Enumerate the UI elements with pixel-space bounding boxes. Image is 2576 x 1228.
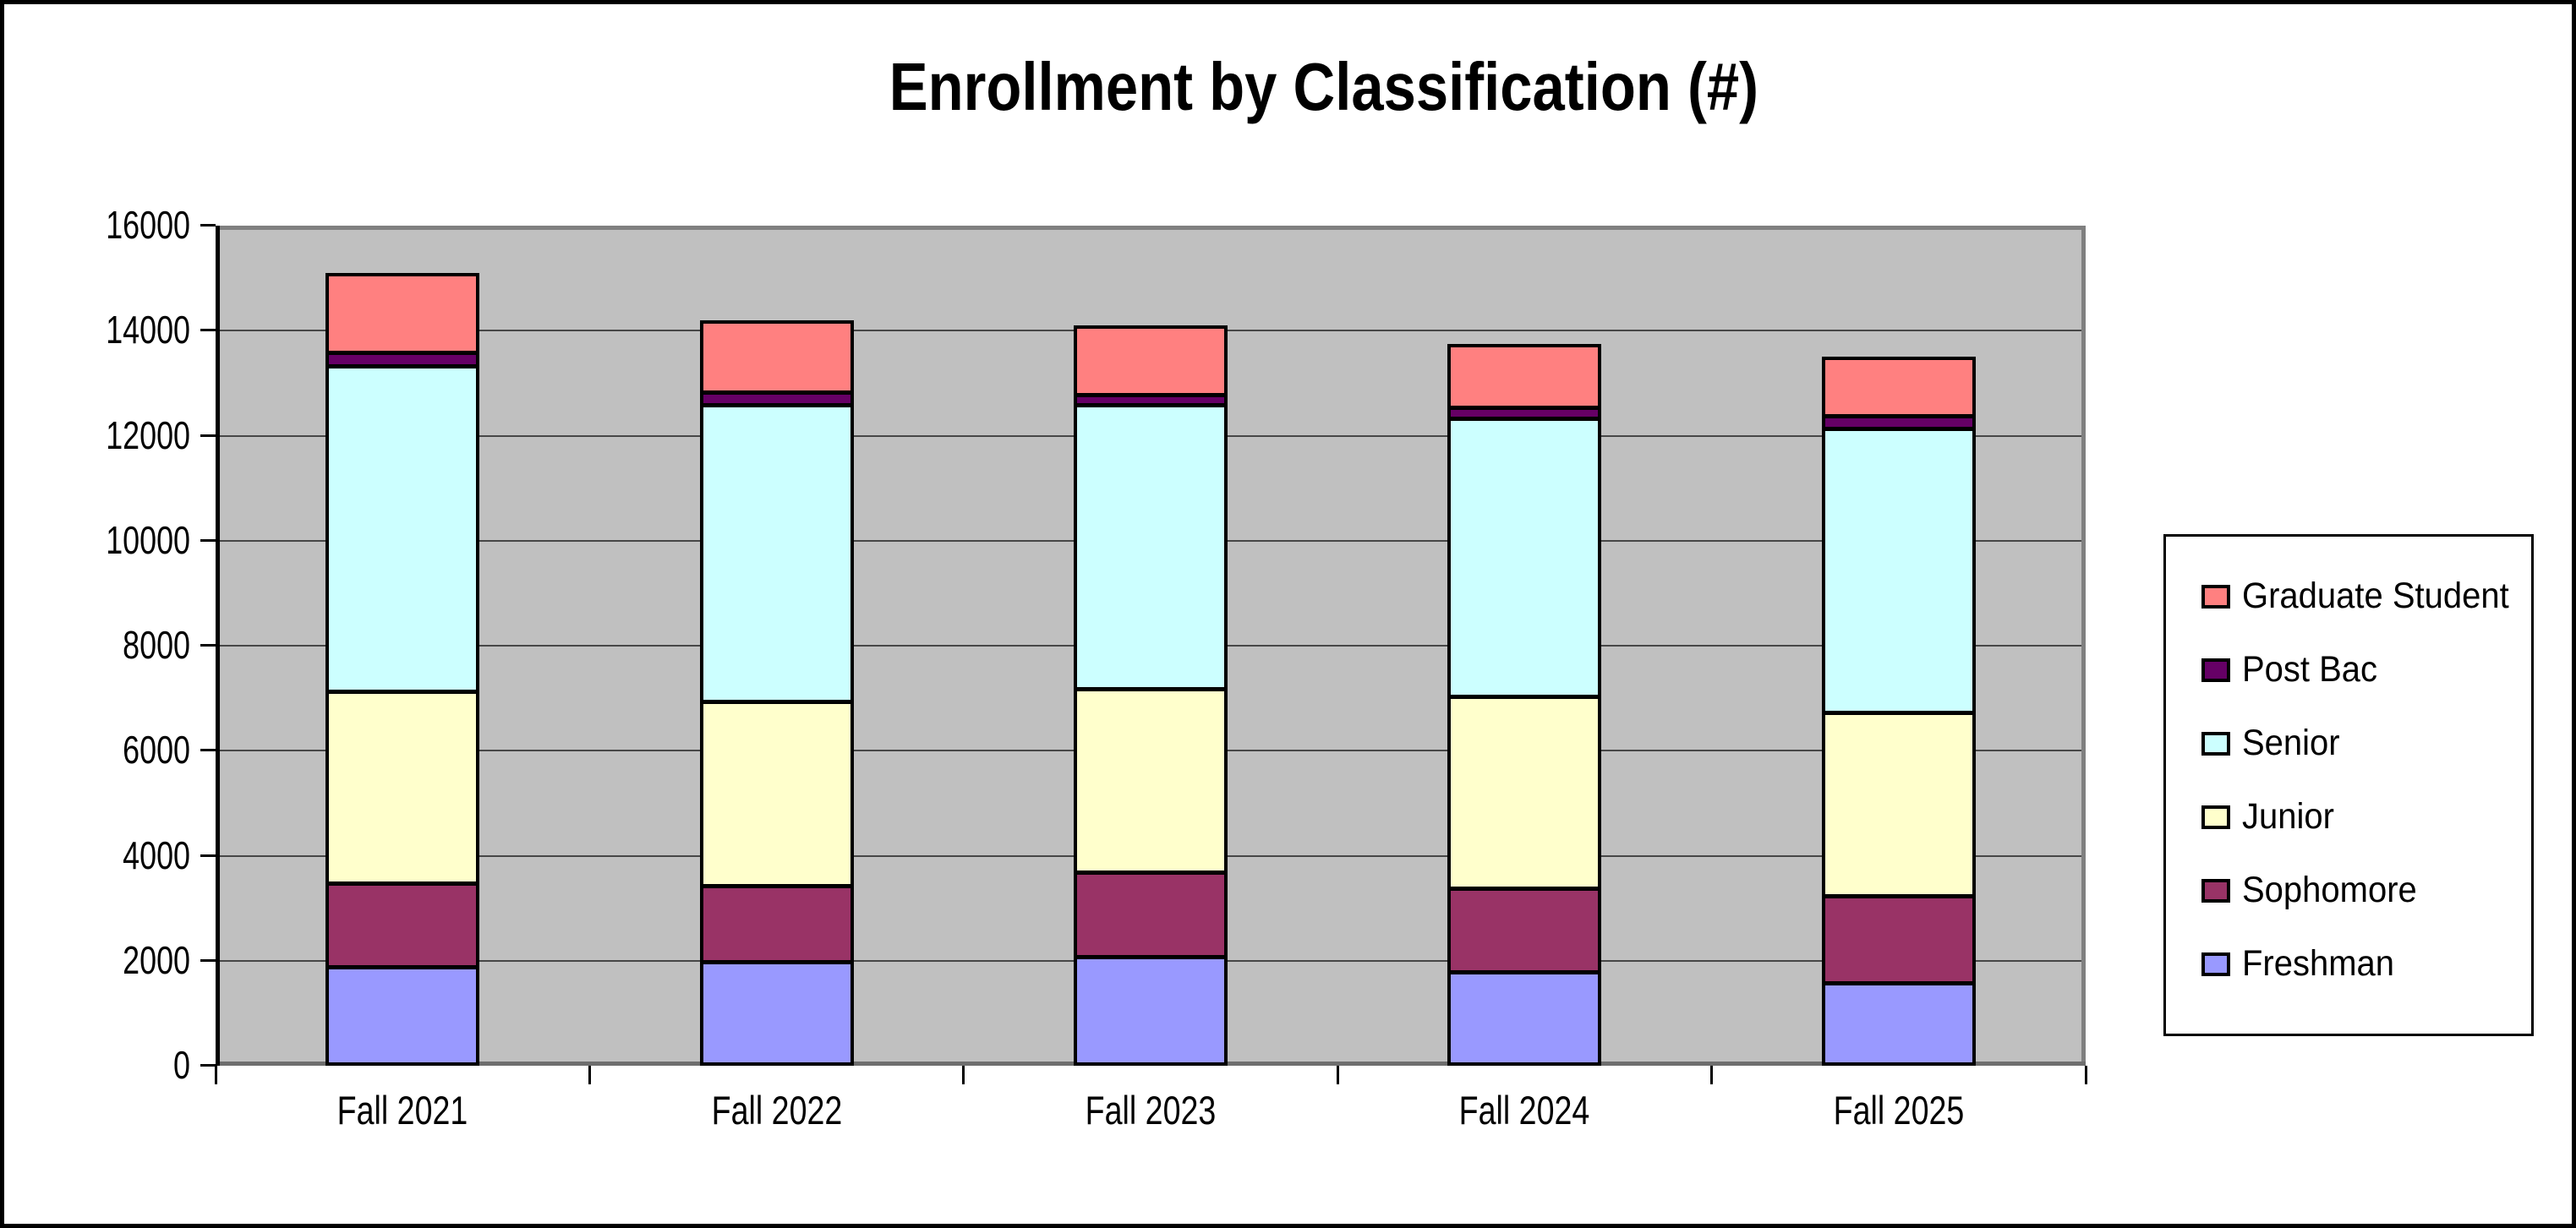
bar-segment-fall-2022-graduate-student[interactable] bbox=[699, 319, 854, 394]
y-axis-tick bbox=[200, 854, 216, 857]
bar-segment-fall-2023-senior[interactable] bbox=[1074, 404, 1228, 690]
legend-swatch-senior bbox=[2201, 731, 2230, 756]
legend-item-graduate-student[interactable]: Graduate Student bbox=[2201, 576, 2518, 617]
bar-segment-fall-2024-junior[interactable] bbox=[1447, 696, 1602, 890]
y-axis-tick bbox=[200, 434, 216, 437]
y-axis-line bbox=[216, 226, 220, 1066]
y-axis-label: 0 bbox=[173, 1043, 190, 1087]
x-axis-label-fall-2021: Fall 2021 bbox=[336, 1088, 468, 1132]
x-axis-tick bbox=[1336, 1066, 1339, 1084]
legend-label: Junior bbox=[2242, 796, 2334, 837]
x-axis-label-fall-2024: Fall 2024 bbox=[1459, 1088, 1590, 1132]
x-axis-label-fall-2025: Fall 2025 bbox=[1833, 1088, 1965, 1132]
bar-segment-fall-2024-freshman[interactable] bbox=[1447, 971, 1602, 1066]
bar-segment-fall-2022-sophomore[interactable] bbox=[699, 884, 854, 963]
y-axis-label: 4000 bbox=[123, 832, 190, 877]
bar-segment-fall-2022-senior[interactable] bbox=[699, 404, 854, 704]
bar-segment-fall-2022-freshman[interactable] bbox=[699, 960, 854, 1066]
y-axis-label: 14000 bbox=[106, 308, 190, 352]
x-axis-tick bbox=[214, 1066, 217, 1084]
x-axis-tick bbox=[2084, 1066, 2087, 1084]
bar-segment-fall-2025-graduate-student[interactable] bbox=[1821, 357, 1976, 418]
plot-area bbox=[216, 226, 2086, 1066]
plot-border-right bbox=[2081, 226, 2086, 1066]
legend-item-junior[interactable]: Junior bbox=[2201, 796, 2518, 838]
bar-segment-fall-2021-sophomore[interactable] bbox=[325, 881, 480, 969]
y-axis-label: 12000 bbox=[106, 412, 190, 457]
legend-swatch-sophomore bbox=[2201, 878, 2230, 903]
legend[interactable]: Graduate Student Post Bac Senior Junior Soph… bbox=[2163, 534, 2534, 1036]
x-axis-tick bbox=[962, 1066, 965, 1084]
x-axis-label-fall-2023: Fall 2023 bbox=[1085, 1088, 1217, 1132]
y-axis-label: 8000 bbox=[123, 623, 190, 667]
bar-segment-fall-2022-junior[interactable] bbox=[699, 701, 854, 887]
bar-segment-fall-2023-junior[interactable] bbox=[1074, 687, 1228, 875]
bar-segment-fall-2025-senior[interactable] bbox=[1821, 428, 1976, 714]
legend-item-freshman[interactable]: Freshman bbox=[2201, 943, 2518, 985]
y-axis-tick bbox=[200, 1064, 216, 1067]
legend-label: Freshman bbox=[2242, 943, 2395, 984]
legend-item-senior[interactable]: Senior bbox=[2201, 723, 2518, 764]
legend-label: Post Bac bbox=[2242, 649, 2378, 690]
bar-segment-fall-2024-senior[interactable] bbox=[1447, 417, 1602, 698]
legend-swatch-freshman bbox=[2201, 952, 2230, 976]
x-axis-label-fall-2022: Fall 2022 bbox=[711, 1088, 842, 1132]
bar-segment-fall-2025-sophomore[interactable] bbox=[1821, 895, 1976, 985]
x-axis-tick bbox=[588, 1066, 591, 1084]
legend-label: Senior bbox=[2242, 723, 2340, 763]
y-axis-tick bbox=[200, 644, 216, 647]
bar-segment-fall-2024-sophomore[interactable] bbox=[1447, 887, 1602, 974]
x-axis-tick bbox=[1710, 1066, 1714, 1084]
bar-segment-fall-2023-freshman[interactable] bbox=[1074, 955, 1228, 1066]
bar-segment-fall-2021-senior[interactable] bbox=[325, 364, 480, 693]
bar-segment-fall-2021-graduate-student[interactable] bbox=[325, 272, 480, 355]
legend-swatch-post-bac bbox=[2201, 658, 2230, 682]
bar-segment-fall-2023-sophomore[interactable] bbox=[1074, 871, 1228, 958]
plot-border-top bbox=[216, 226, 2086, 230]
y-axis-label: 6000 bbox=[123, 728, 190, 772]
y-axis-tick bbox=[200, 749, 216, 752]
bar-segment-fall-2023-graduate-student[interactable] bbox=[1074, 325, 1228, 396]
y-axis-tick bbox=[200, 224, 216, 226]
bar-segment-fall-2024-graduate-student[interactable] bbox=[1447, 343, 1602, 410]
chart-title: Enrollment by Classification (#) bbox=[4, 48, 2572, 126]
y-axis-label: 2000 bbox=[123, 937, 190, 982]
bar-segment-fall-2025-freshman[interactable] bbox=[1821, 981, 1976, 1066]
legend-item-sophomore[interactable]: Sophomore bbox=[2201, 870, 2518, 911]
bar-segment-fall-2021-freshman[interactable] bbox=[325, 965, 480, 1066]
legend-swatch-junior bbox=[2201, 805, 2230, 829]
legend-swatch-graduate-student bbox=[2201, 584, 2230, 609]
bar-segment-fall-2021-junior[interactable] bbox=[325, 690, 480, 885]
y-axis-label: 10000 bbox=[106, 517, 190, 562]
y-axis-label: 16000 bbox=[106, 203, 190, 247]
legend-label: Sophomore bbox=[2242, 870, 2417, 910]
y-axis-tick bbox=[200, 329, 216, 332]
bar-segment-fall-2025-junior[interactable] bbox=[1821, 711, 1976, 898]
legend-item-post-bac[interactable]: Post Bac bbox=[2201, 649, 2518, 690]
chart-title-text: Enrollment by Classification (#) bbox=[889, 49, 1758, 124]
y-axis-tick bbox=[200, 958, 216, 962]
y-axis-tick bbox=[200, 538, 216, 542]
legend-label: Graduate Student bbox=[2242, 576, 2509, 616]
